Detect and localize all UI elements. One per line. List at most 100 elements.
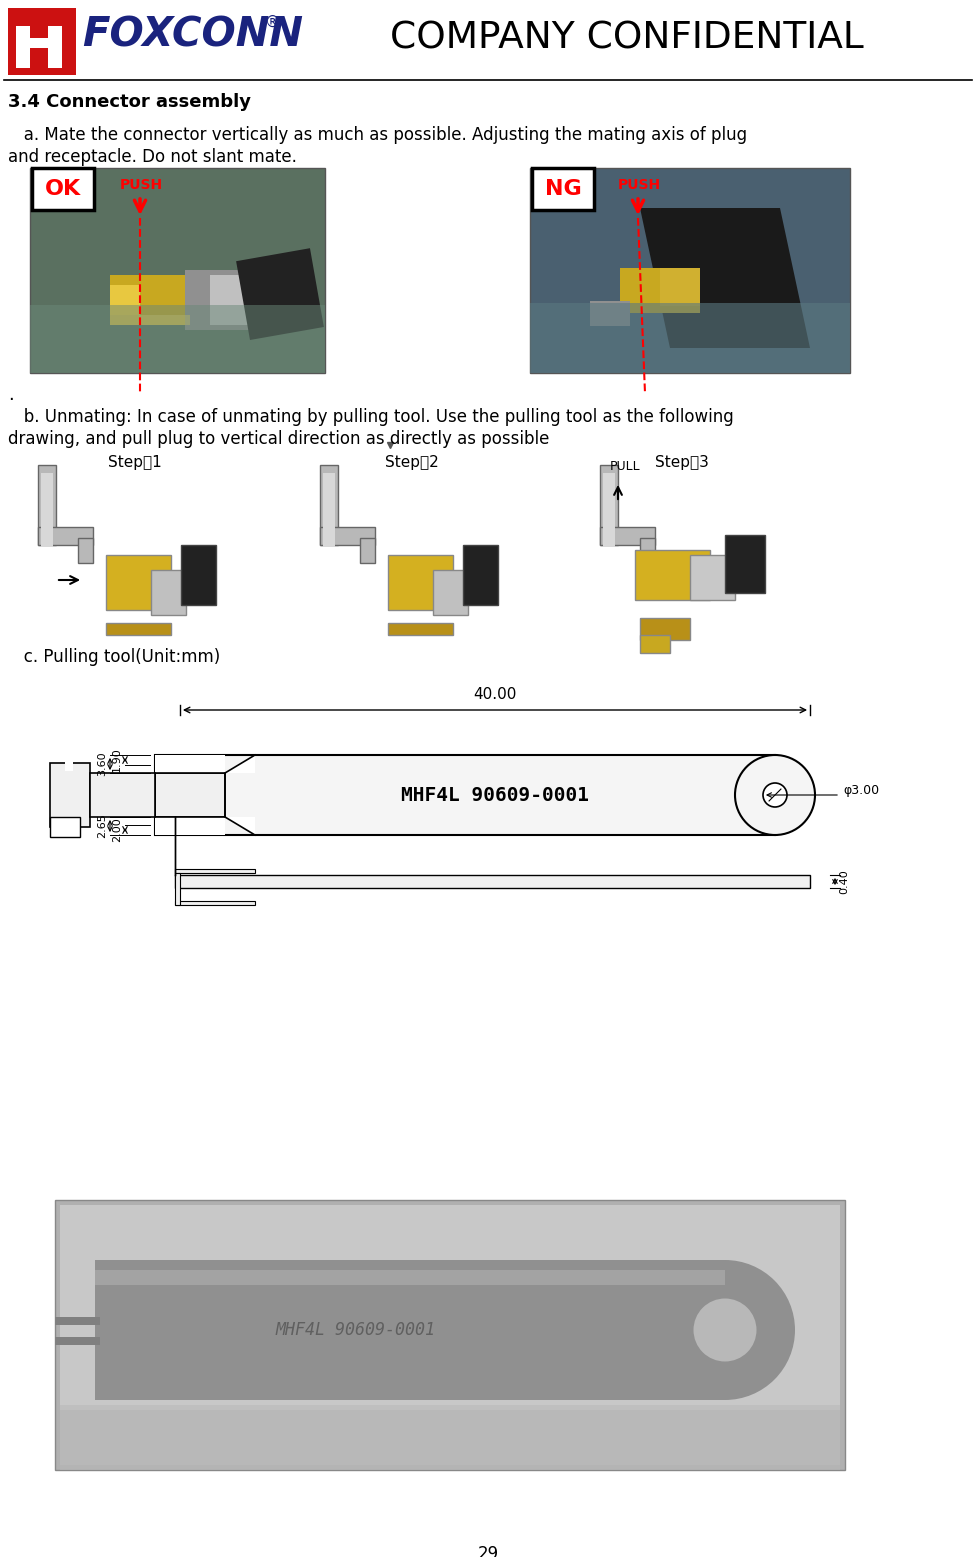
Bar — [388, 554, 453, 610]
Text: 1.90: 1.90 — [112, 747, 122, 772]
Bar — [110, 315, 190, 325]
Bar — [155, 755, 775, 835]
Bar — [95, 1260, 725, 1400]
Bar — [155, 772, 225, 817]
Bar — [600, 466, 618, 545]
Bar — [32, 168, 94, 210]
Text: Step：2: Step：2 — [385, 455, 439, 470]
Bar — [106, 554, 171, 610]
Bar — [16, 16, 30, 26]
Polygon shape — [225, 755, 255, 772]
Text: 0.40: 0.40 — [839, 869, 849, 894]
Text: φ3.00: φ3.00 — [843, 783, 879, 797]
Bar — [90, 772, 155, 817]
Bar — [463, 545, 498, 606]
Polygon shape — [225, 817, 255, 835]
Bar — [210, 276, 250, 325]
Text: MHF4L 90609-0001: MHF4L 90609-0001 — [275, 1320, 435, 1339]
Text: .: . — [8, 386, 14, 403]
Bar — [8, 8, 76, 75]
Text: 29: 29 — [477, 1545, 499, 1557]
Bar — [175, 873, 180, 905]
Bar — [530, 168, 850, 374]
Bar — [175, 902, 255, 905]
Bar — [60, 1404, 840, 1470]
Bar — [360, 539, 375, 564]
Text: PUSH: PUSH — [618, 177, 661, 192]
Text: 2.00: 2.00 — [112, 817, 122, 842]
Bar — [50, 763, 90, 827]
Text: ®: ® — [265, 16, 280, 30]
Text: PULL: PULL — [610, 459, 640, 473]
Bar — [95, 1271, 725, 1285]
Bar — [532, 168, 594, 210]
Text: OK: OK — [45, 179, 81, 199]
Bar — [640, 635, 670, 652]
Text: 3.4 Connector assembly: 3.4 Connector assembly — [8, 93, 251, 111]
Text: Step：3: Step：3 — [655, 455, 709, 470]
Text: COMPANY CONFIDENTIAL: COMPANY CONFIDENTIAL — [390, 20, 864, 56]
Bar — [38, 526, 93, 545]
Bar — [55, 1200, 845, 1470]
Text: FOXCONN: FOXCONN — [82, 16, 303, 54]
Bar — [151, 570, 186, 615]
Bar — [65, 722, 73, 771]
Circle shape — [763, 783, 787, 807]
Text: b. Unmating: In case of unmating by pulling tool. Use the pulling tool as the fo: b. Unmating: In case of unmating by pull… — [8, 408, 734, 427]
Bar — [433, 570, 468, 615]
Bar — [323, 473, 335, 547]
Bar — [155, 817, 225, 835]
Text: NG: NG — [545, 179, 582, 199]
Text: 3.60: 3.60 — [97, 752, 107, 777]
Bar — [640, 618, 690, 640]
Bar — [38, 466, 56, 545]
Bar — [175, 869, 255, 873]
Bar — [110, 285, 140, 315]
Text: 2.65: 2.65 — [97, 814, 107, 838]
Text: PUSH: PUSH — [120, 177, 163, 192]
Bar — [55, 1337, 100, 1345]
Circle shape — [655, 1260, 795, 1400]
Bar — [603, 473, 615, 547]
Bar — [60, 1205, 840, 1465]
Text: MHF4L 90609-0001: MHF4L 90609-0001 — [401, 785, 589, 805]
Bar — [236, 248, 324, 339]
Bar — [48, 16, 62, 69]
Bar — [181, 545, 216, 606]
Bar — [388, 623, 453, 635]
Polygon shape — [640, 209, 810, 349]
Circle shape — [735, 755, 815, 835]
Bar — [16, 37, 62, 48]
Bar — [50, 817, 80, 838]
Bar — [635, 550, 710, 599]
Text: c. Pulling tool(Unit:mm): c. Pulling tool(Unit:mm) — [8, 648, 221, 666]
Bar — [320, 526, 375, 545]
Bar — [78, 539, 93, 564]
Text: 40.00: 40.00 — [473, 687, 516, 702]
Bar — [175, 875, 810, 887]
Bar — [600, 526, 655, 545]
Bar — [725, 536, 765, 593]
Bar — [41, 473, 53, 547]
Bar — [110, 276, 190, 325]
Bar — [30, 305, 325, 374]
Bar — [48, 16, 62, 26]
Bar — [320, 466, 338, 545]
Bar — [55, 1317, 100, 1325]
Bar — [530, 304, 850, 374]
Bar — [620, 268, 700, 313]
Bar — [660, 268, 700, 307]
Bar — [155, 772, 225, 817]
Bar — [106, 623, 171, 635]
Bar — [185, 269, 255, 330]
Bar — [16, 16, 30, 69]
Bar — [590, 301, 630, 325]
Circle shape — [694, 1299, 756, 1361]
Bar — [60, 1411, 840, 1465]
Text: and receptacle. Do not slant mate.: and receptacle. Do not slant mate. — [8, 148, 297, 167]
Text: a. Mate the connector vertically as much as possible. Adjusting the mating axis : a. Mate the connector vertically as much… — [8, 126, 747, 143]
Bar — [155, 755, 225, 772]
Bar — [690, 554, 735, 599]
Bar — [640, 539, 655, 564]
Bar — [30, 168, 325, 374]
